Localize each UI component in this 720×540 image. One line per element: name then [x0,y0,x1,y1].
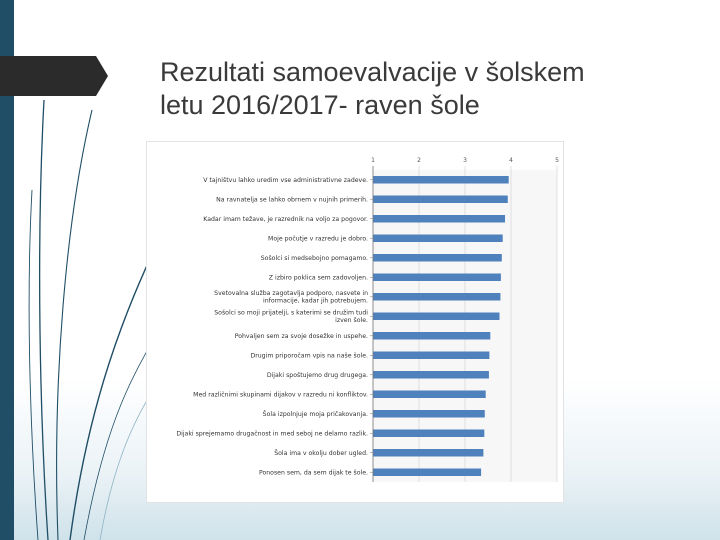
bar [373,215,506,223]
bar [373,390,486,398]
bar [373,195,508,203]
bar [373,468,482,476]
category-label: Šola ima v okolju dober ugled. [274,448,368,457]
category-label: Sošolci si medsebojno pomagamo. [261,254,368,262]
category-label: V tajništvu lahko uredim vse administrat… [203,176,368,184]
category-label: Kadar imam težave, je razrednik na voljo… [203,215,368,223]
slide-title: Rezultati samoevalvacije v šolskem letu … [160,56,680,122]
decorative-lines [28,99,181,540]
category-label: Dijaki spoštujemo drug drugega. [267,371,368,379]
category-label: Na ravnatelja se lahko obrnem v nujnih p… [216,196,368,203]
bar [373,273,501,281]
category-label: Pohvaljen sem za svoje dosežke in uspehe… [235,332,368,340]
category-label: Z izbiro poklica sem zadovoljen. [269,274,368,281]
category-label: Šola izpolnjuje moja pričakovanja. [263,409,368,418]
x-tick-label: 1 [371,157,375,164]
bar [373,371,489,379]
category-label: Sošolci so moji prijatelji, s katerimi s… [214,309,368,317]
x-tick-label: 2 [417,157,421,164]
bar [373,254,502,262]
category-label: Svetovalna služba zagotavlja podporo, na… [214,289,368,297]
bar-chart: 1 2 3 4 5 V tajništvu lahko uredim vse admini… [176,157,559,482]
x-tick-label: 4 [509,157,513,164]
category-label: Dijaki sprejemamo drugačnost in med sebo… [176,429,368,437]
category-label: izven šole. [335,316,368,324]
bar [373,234,503,242]
category-label: Med različnimi skupinami dijakov v razre… [193,390,368,398]
bar [373,176,509,184]
bar [373,449,484,457]
bar [373,410,485,418]
slide-title-line-2: letu 2016/2017- raven šole [160,90,480,120]
category-label: Drugim priporočam vpis na naše šole. [250,351,368,359]
bar [373,312,500,320]
x-tick-label: 5 [555,157,559,164]
bar [373,351,490,359]
category-label: Moje počutje v razredu je dobro. [268,234,368,242]
sidebar-strip [0,0,14,540]
slide-title-line-1: Rezultati samoevalvacije v šolskem [160,57,585,87]
chart-panel: 1 2 3 4 5 V tajništvu lahko uredim vse admini… [146,141,564,503]
title-tab-marker [0,56,108,96]
bar [373,293,501,301]
x-tick-label: 3 [463,157,467,164]
bar [373,429,485,437]
bar [373,332,491,340]
category-label: informacije, kadar jih potrebujem. [263,298,368,305]
category-label: Ponosen sem, da sem dijak te šole. [259,468,368,476]
